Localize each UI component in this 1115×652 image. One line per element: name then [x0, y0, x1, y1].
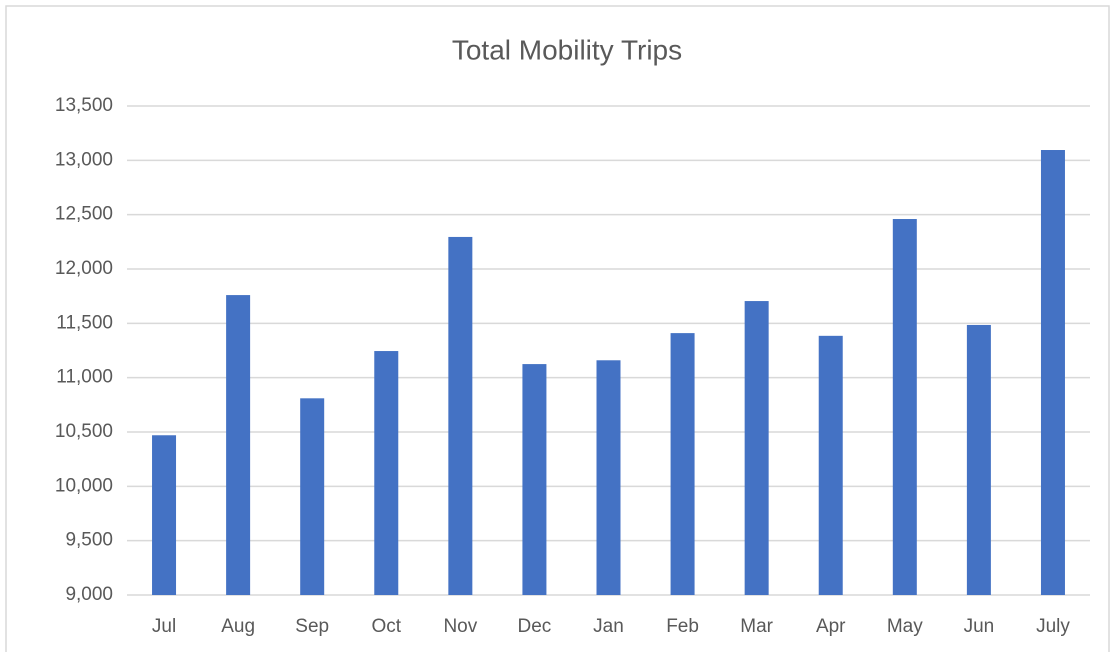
bar — [744, 301, 769, 595]
x-tick-label: May — [887, 616, 923, 637]
bar — [374, 351, 399, 595]
x-tick-label: Feb — [666, 616, 699, 637]
bar — [300, 398, 325, 595]
bar — [892, 219, 917, 595]
bar — [152, 435, 177, 595]
x-tick-label: Nov — [443, 616, 477, 637]
y-tick-label: 9,500 — [65, 530, 113, 551]
x-tick-label: Aug — [221, 616, 255, 637]
y-tick-label: 13,000 — [55, 149, 113, 170]
y-tick-label: 11,000 — [56, 367, 113, 388]
bar — [522, 364, 547, 595]
y-tick-label: 10,500 — [55, 421, 113, 442]
y-tick-label: 11,500 — [56, 312, 113, 333]
x-tick-label: Dec — [518, 616, 552, 637]
x-tick-label: Mar — [740, 616, 773, 637]
x-tick-label: Jul — [152, 616, 176, 637]
y-tick-label: 12,000 — [55, 258, 113, 279]
x-tick-label: Oct — [371, 616, 401, 637]
bar — [818, 335, 843, 595]
chart-title: Total Mobility Trips — [452, 34, 682, 65]
y-tick-label: 10,000 — [55, 475, 113, 496]
bar — [1040, 150, 1065, 595]
x-tick-label: Jun — [964, 616, 995, 637]
bar — [448, 236, 473, 595]
bar — [226, 295, 251, 595]
chart-border — [5, 5, 1110, 652]
bar — [966, 324, 991, 595]
x-tick-label: Apr — [816, 616, 846, 637]
y-tick-label: 13,500 — [55, 95, 113, 116]
y-tick-label: 9,000 — [65, 584, 113, 605]
x-tick-label: July — [1036, 616, 1070, 637]
bar — [596, 360, 621, 595]
x-tick-label: Jan — [593, 616, 624, 637]
bar — [670, 333, 695, 595]
y-tick-label: 12,500 — [55, 204, 113, 225]
x-tick-label: Sep — [295, 616, 329, 637]
